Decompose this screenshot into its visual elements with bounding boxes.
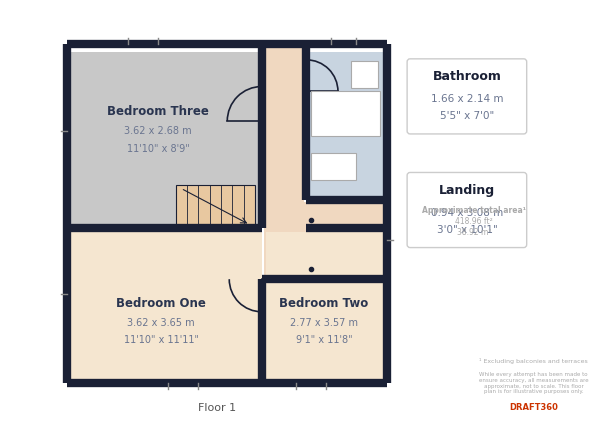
Text: 3'0" x 10'1": 3'0" x 10'1" [437, 225, 497, 235]
Text: Bedroom Three: Bedroom Three [107, 105, 209, 118]
Text: 9'1" x 11'8": 9'1" x 11'8" [296, 335, 352, 346]
Text: 418.96 ft²: 418.96 ft² [455, 218, 493, 226]
Text: DRAFT360: DRAFT360 [509, 403, 558, 412]
Text: 11'10" x 8'9": 11'10" x 8'9" [127, 144, 190, 154]
FancyBboxPatch shape [407, 59, 527, 134]
Text: 5'5" x 7'0": 5'5" x 7'0" [440, 111, 494, 121]
FancyBboxPatch shape [407, 173, 527, 248]
Text: 3.62 x 2.68 m: 3.62 x 2.68 m [124, 126, 192, 136]
Text: Bedroom One: Bedroom One [116, 297, 206, 310]
Bar [71, 52, 258, 228]
Text: 3.62 x 3.65 m: 3.62 x 3.65 m [127, 318, 195, 328]
Text: Bedroom Two: Bedroom Two [280, 297, 369, 310]
Bar [264, 48, 304, 279]
Text: ¹ Excluding balconies and terraces: ¹ Excluding balconies and terraces [479, 358, 588, 364]
Ellipse shape [355, 101, 374, 115]
Text: Floor 1: Floor 1 [199, 403, 236, 413]
Text: Approximate total area¹: Approximate total area¹ [422, 206, 526, 215]
Text: 2.77 x 3.57 m: 2.77 x 3.57 m [290, 318, 358, 328]
Text: 0.94 x 3.08 m: 0.94 x 3.08 m [431, 208, 503, 218]
Text: 11'10" x 11'11": 11'10" x 11'11" [124, 335, 199, 346]
Text: While every attempt has been made to
ensure accuracy, all measurements are
appro: While every attempt has been made to ens… [479, 372, 589, 394]
Bar [264, 202, 385, 279]
Bar [310, 52, 383, 200]
Text: Landing: Landing [439, 184, 495, 197]
Bar [351, 61, 379, 89]
Text: Bathroom: Bathroom [433, 70, 502, 83]
Bar [266, 232, 383, 383]
Bar [71, 232, 262, 383]
Bar [311, 153, 356, 180]
Bar [311, 92, 380, 136]
Bar [176, 185, 255, 228]
Text: 38.92 m²: 38.92 m² [457, 228, 491, 237]
Text: 1.66 x 2.14 m: 1.66 x 2.14 m [431, 95, 503, 104]
